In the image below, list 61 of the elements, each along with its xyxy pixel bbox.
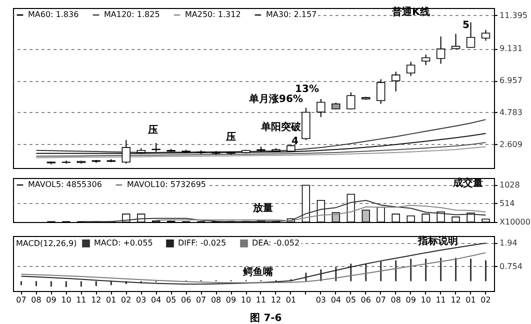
legend-label: MA120: 1.825 [104, 10, 160, 19]
x-tick-label: 11 [436, 296, 446, 304]
x-tick-label: 11 [76, 296, 86, 304]
y-tick-label: 2.609 [500, 140, 522, 149]
x-tick-label: 08 [210, 296, 222, 304]
y-tick-label: 9.131 [500, 44, 522, 54]
x-tick-label: 07 [16, 296, 26, 304]
x-tick-label: 06 [360, 296, 371, 304]
legend-title: MACD(12,26,9) [16, 239, 77, 248]
legend-label: MA60: 1.836 [28, 10, 79, 19]
x-tick-label: 02 [121, 296, 132, 304]
x-tick-label: 10 [420, 296, 431, 304]
annotation: 压 [225, 132, 236, 143]
y-tick-label: 1.94 [500, 238, 518, 248]
legend-label: MA30: 2.157 [266, 10, 317, 19]
y-tick-label: 6.957 [500, 76, 522, 86]
x-tick-label: 01 [286, 296, 296, 304]
legend-label: DIFF: -0.025 [178, 238, 226, 248]
x-tick-label: 06 [180, 296, 192, 304]
legend-label: DEA: -0.052 [252, 238, 300, 248]
annotation: 4 [292, 136, 299, 147]
legend-label: MAVOL10: 5732695 [127, 180, 206, 189]
caption: 图 7-6 [250, 313, 282, 324]
x-tick-label: 07 [196, 296, 206, 304]
y-tick-label: X10000 [500, 218, 530, 226]
x-tick-label: 10 [240, 296, 252, 304]
x-tick-label: 10 [61, 296, 72, 304]
y-tick-label: 11.395 [500, 10, 528, 20]
legend-label: MA250: 1.312 [185, 10, 241, 19]
annotation: 5 [462, 20, 470, 31]
x-tick-label: 09 [406, 296, 416, 304]
x-tick-label: 09 [226, 296, 236, 304]
x-tick-label: 12 [91, 296, 102, 304]
annotation: 放量 [252, 202, 273, 214]
x-tick-label: 01 [106, 296, 116, 304]
x-tick-label: 12 [270, 296, 282, 304]
annotation: 单阳突破 [260, 121, 302, 133]
legend-label: MAVOL5: 4855306 [28, 180, 102, 189]
x-tick-label: 08 [31, 296, 42, 304]
x-tick-label: 02 [480, 296, 491, 304]
y-tick-label: 0.754 [500, 262, 522, 271]
x-tick-label: 09 [46, 296, 56, 304]
x-tick-label: 07 [376, 296, 386, 304]
x-tick-label: 12 [450, 296, 461, 304]
annotation: 鳄鱼嘴 [242, 266, 274, 278]
y-tick-label: 1028 [500, 180, 520, 190]
x-tick-label: 08 [390, 296, 401, 304]
x-tick-label: 03 [316, 296, 326, 304]
x-tick-label: 11 [256, 296, 266, 304]
x-tick-label: 04 [151, 296, 162, 304]
y-tick-label: 4.783 [500, 108, 522, 117]
x-tick-label: 05 [166, 296, 176, 304]
annotation: 压 [147, 125, 158, 136]
x-tick-label: 05 [346, 296, 356, 304]
x-tick-label: 03 [136, 296, 146, 304]
annotation: 13% [295, 84, 319, 95]
x-tick-label: 04 [330, 296, 342, 304]
y-tick-label: 514 [500, 198, 515, 208]
x-tick-label: 01 [466, 296, 476, 304]
annotation: 单月涨96% [248, 93, 303, 105]
legend-label: MACD: +0.055 [94, 238, 153, 248]
